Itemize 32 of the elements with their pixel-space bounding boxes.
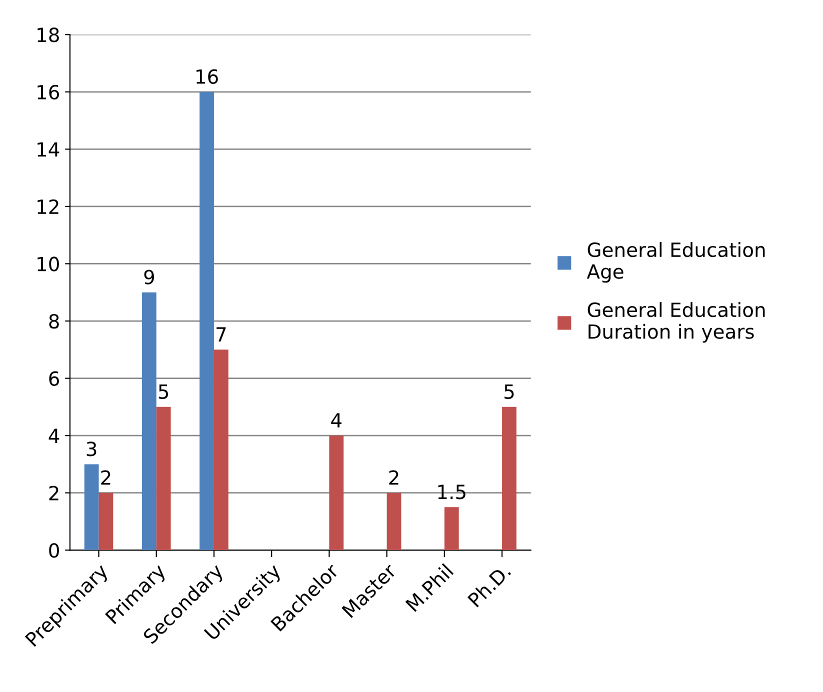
data-label: 16 <box>196 69 218 84</box>
data-label: 7 <box>216 327 226 342</box>
bar <box>156 406 171 550</box>
y-tick-label: 8 <box>49 314 59 329</box>
y-tick-label: 4 <box>48 428 60 443</box>
y-tick-label: 14 <box>38 142 60 157</box>
bar <box>84 464 99 550</box>
bar <box>502 406 516 550</box>
data-label: 3 <box>86 442 96 456</box>
bar <box>200 92 214 550</box>
data-label: 9 <box>144 270 154 284</box>
data-label: 1.5 <box>438 484 466 500</box>
y-tick-label: 2 <box>49 486 58 500</box>
y-tick-label: 10 <box>38 256 59 272</box>
bar <box>329 436 344 550</box>
bar <box>386 492 402 550</box>
y-tick-label: 0 <box>49 543 59 558</box>
data-label: 5 <box>158 384 168 399</box>
legend-label: General Education Age <box>586 242 765 283</box>
y-tick-label: 18 <box>38 28 59 42</box>
data-label: 2 <box>389 470 398 485</box>
data-label: 5 <box>504 384 514 399</box>
bar <box>98 492 114 550</box>
legend-label: General Education Duration in years <box>588 302 765 343</box>
bar <box>214 350 228 550</box>
data-label: 4 <box>331 413 342 428</box>
bar <box>142 292 156 550</box>
y-tick-label: 6 <box>49 371 60 386</box>
y-tick-label: 12 <box>38 199 58 214</box>
bar <box>444 507 459 550</box>
y-tick-label: 16 <box>38 84 60 100</box>
data-label: 2 <box>101 470 110 485</box>
